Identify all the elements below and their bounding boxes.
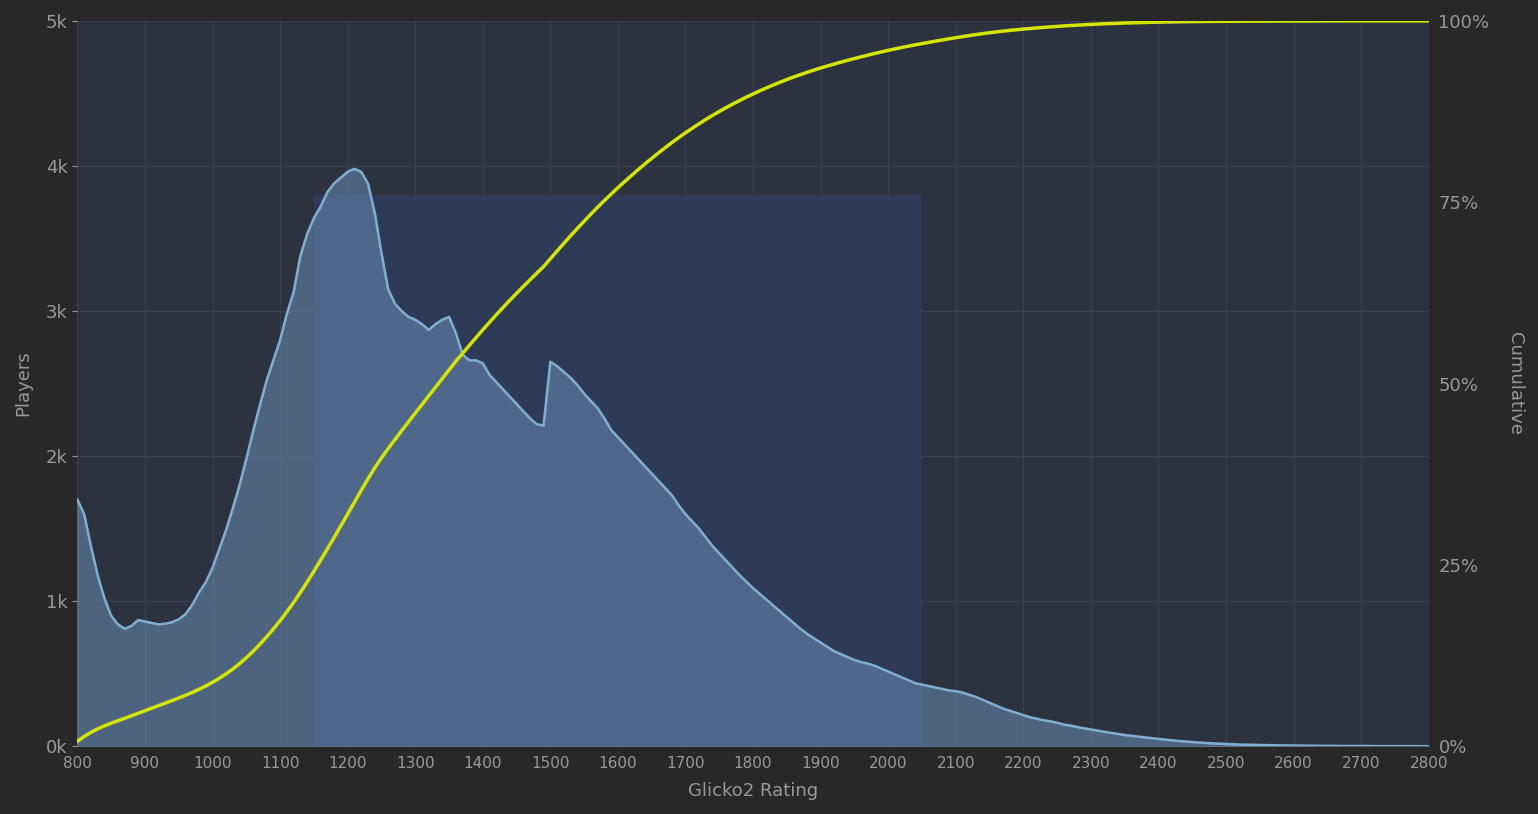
Y-axis label: Cumulative: Cumulative xyxy=(1506,332,1524,435)
Y-axis label: Players: Players xyxy=(14,351,32,417)
X-axis label: Glicko2 Rating: Glicko2 Rating xyxy=(687,782,818,800)
Bar xyxy=(314,195,921,746)
